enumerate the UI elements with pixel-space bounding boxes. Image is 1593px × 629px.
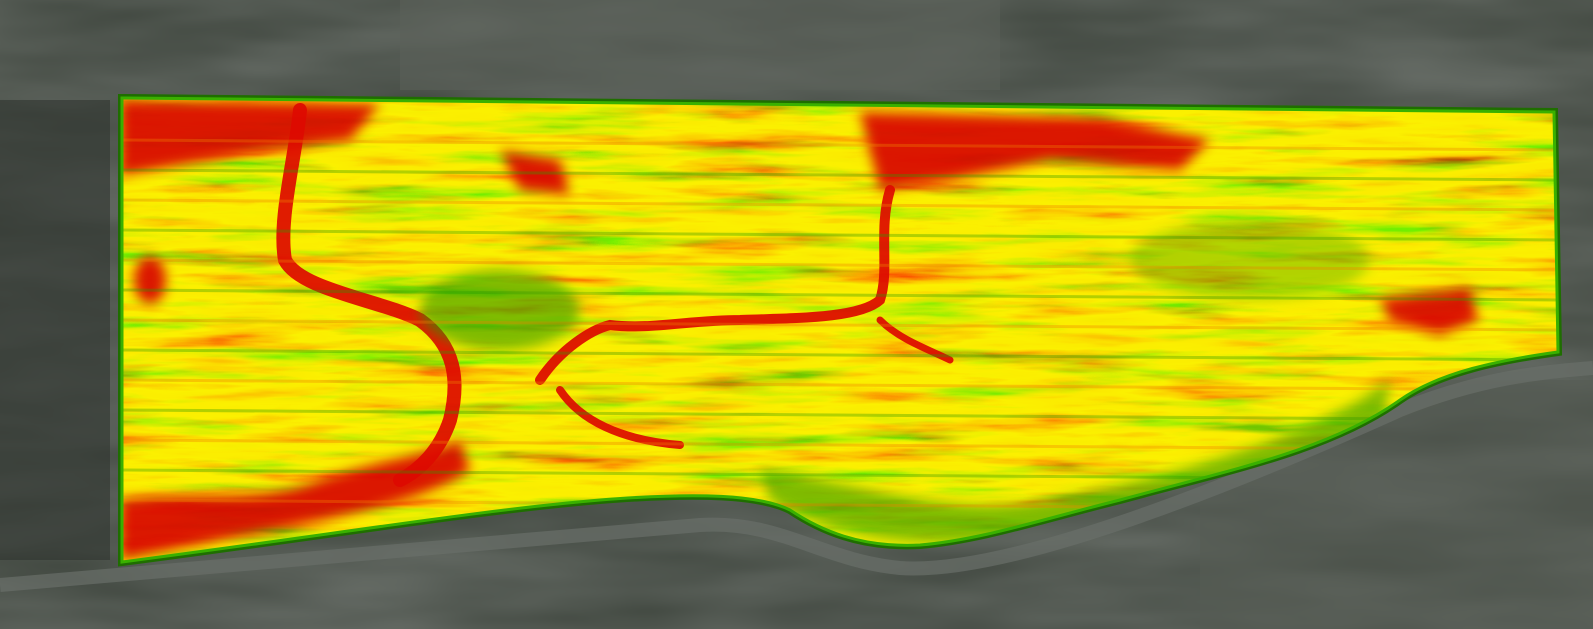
channel-center-lower: [556, 386, 684, 449]
road: [0, 361, 1593, 592]
green-zone-right: [1130, 220, 1370, 300]
red-zone-top-center: [860, 112, 1210, 190]
background-patch-left: [0, 100, 110, 560]
channel-branch: [876, 316, 954, 364]
low-vigor-zones: [122, 100, 1478, 560]
red-zone-top-left: [122, 100, 380, 175]
high-vigor-zones: [420, 220, 1390, 543]
channel-left: [276, 103, 462, 487]
red-zone-left-spot: [134, 256, 166, 304]
red-zone-center-top: [500, 150, 570, 195]
red-zone-bottom-left: [122, 440, 470, 560]
green-zone-bottom: [760, 380, 1390, 543]
red-zone-right: [1380, 288, 1478, 335]
green-zone-center: [420, 270, 580, 350]
background-patch-top: [400, 0, 1000, 90]
channel-center: [535, 185, 895, 385]
drainage-channels: [276, 103, 954, 487]
field-edge-highlight: [120, 96, 1560, 564]
